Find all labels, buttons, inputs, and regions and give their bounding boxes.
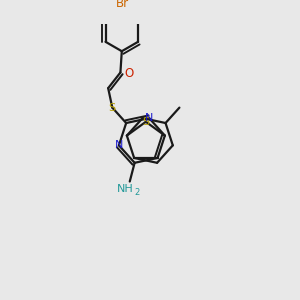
Text: Br: Br [116,0,129,10]
Text: O: O [124,68,134,80]
Text: S: S [142,117,149,127]
Text: NH: NH [116,184,133,194]
Text: S: S [109,103,116,112]
Text: N: N [115,140,123,150]
Text: 2: 2 [134,188,139,196]
Text: N: N [145,113,153,123]
